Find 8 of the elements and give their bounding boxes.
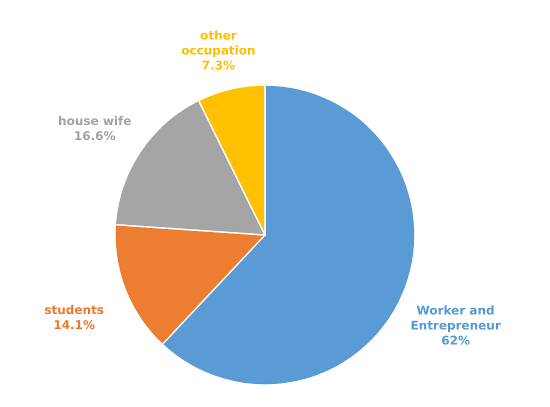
slice-label: Worker and Entrepreneur: [410, 303, 501, 332]
data-label: 14.1%: [53, 318, 95, 332]
data-label: 16.6%: [74, 128, 116, 143]
data-label: 62%: [441, 333, 470, 348]
slice-label: other occupation: [181, 28, 256, 58]
data-label: 7.3%: [202, 58, 236, 72]
slice-label: students: [44, 302, 104, 317]
slice-label: house wife: [58, 114, 132, 128]
